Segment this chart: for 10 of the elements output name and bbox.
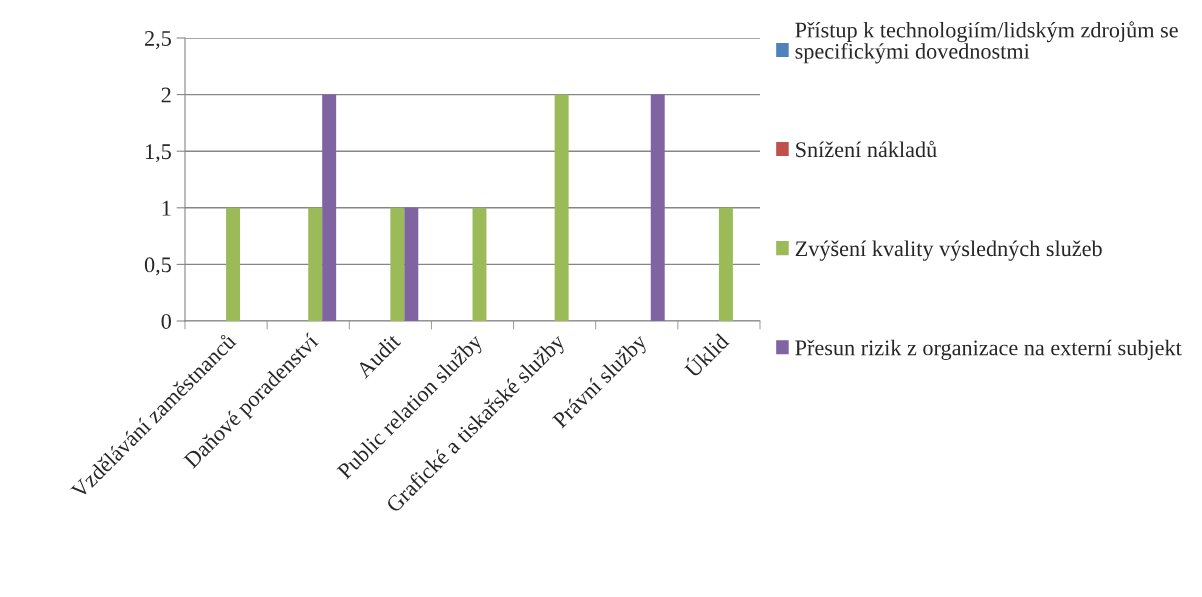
legend-label: Snížení nákladů <box>796 140 937 158</box>
y-tick-label: 2,5 <box>145 30 171 50</box>
legend-label: Přesun rizik z organizace na externí subjekt <box>795 339 1182 360</box>
y-tick-label: 0 <box>161 313 171 329</box>
y-tick-label: 2 <box>161 87 171 103</box>
y-tick-label: 1,5 <box>145 144 171 163</box>
legend-label: Zvýšení kvality výsledných služeb <box>795 240 1102 261</box>
y-tick-label: 0,5 <box>144 257 171 276</box>
legend-label: Přístup k technologiím/lidským zdrojům se specifickými dovednostmi <box>795 21 1178 64</box>
y-tick-label: 1 <box>162 200 171 216</box>
